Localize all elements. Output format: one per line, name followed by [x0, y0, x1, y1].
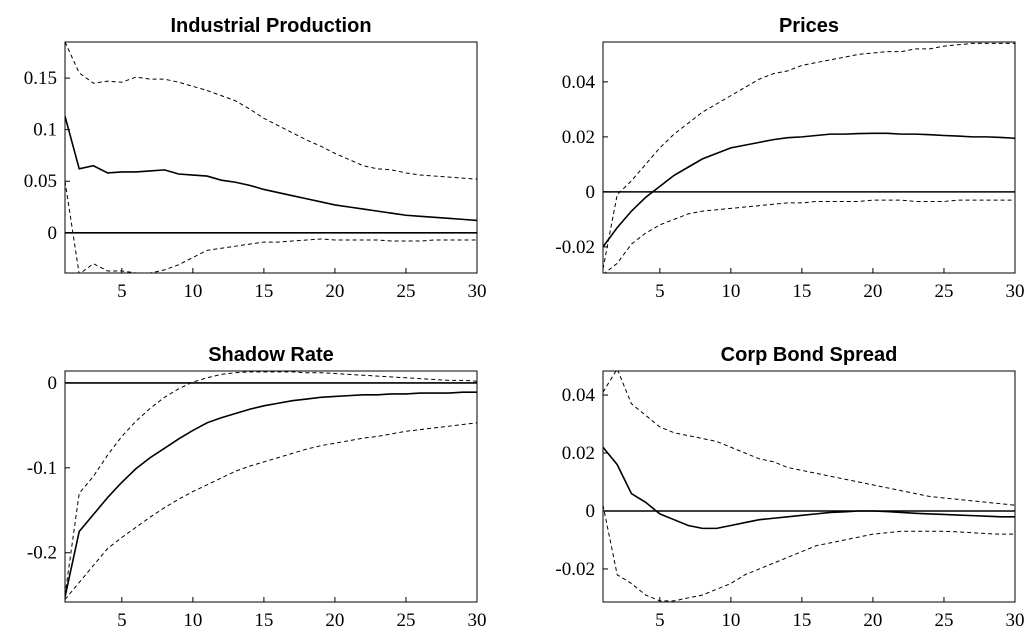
x-tick-label: 15 [254, 281, 273, 302]
x-tick-label: 25 [934, 281, 953, 302]
x-tick-label: 5 [655, 610, 665, 631]
y-tick-label: 0.15 [24, 68, 57, 89]
x-tick-label: 10 [721, 610, 740, 631]
y-tick-label: -0.02 [555, 559, 595, 580]
y-tick-label: 0 [48, 373, 58, 394]
panel: Prices -0.02 0 0.02 0.04 5 10 15 20 25 30 [555, 15, 1024, 302]
plot-area [65, 42, 477, 273]
plot-area [65, 371, 477, 600]
response-line [603, 132, 1015, 248]
band-line [65, 42, 477, 180]
chart-title: Prices [779, 15, 839, 37]
band-line [65, 371, 477, 596]
response-line [603, 446, 1015, 530]
chart-title: Shadow Rate [208, 344, 334, 366]
y-tick-label: 0.02 [562, 443, 595, 464]
y-tick-label: 0 [586, 182, 596, 203]
x-tick-label: 30 [1006, 281, 1025, 302]
response-line [65, 116, 477, 222]
x-tick-label: 10 [183, 610, 202, 631]
y-tick-label: 0.02 [562, 127, 595, 148]
y-tick-label: 0 [48, 223, 58, 244]
x-tick-label: 25 [934, 610, 953, 631]
band-line [603, 505, 1015, 602]
y-tick-label: -0.1 [27, 458, 57, 479]
x-tick-label: 20 [325, 610, 344, 631]
x-tick-label: 30 [468, 610, 487, 631]
x-tick-label: 30 [1006, 610, 1025, 631]
y-tick-label: 0.04 [562, 385, 596, 406]
panel: Industrial Production 0 0.05 0.1 0.15 5 10 15 20… [24, 15, 487, 302]
x-tick-label: 15 [254, 610, 273, 631]
plot-area [603, 42, 1015, 273]
y-tick-label: -0.2 [27, 543, 57, 564]
x-tick-label: 5 [117, 610, 127, 631]
x-tick-label: 15 [792, 610, 811, 631]
x-tick-label: 15 [792, 281, 811, 302]
axes-frame [602, 370, 1016, 603]
y-tick-label: 0.1 [33, 120, 57, 141]
x-tick-label: 20 [325, 281, 344, 302]
band-line [603, 42, 1015, 269]
chart-title: Industrial Production [170, 15, 371, 37]
axes-frame [602, 41, 1016, 274]
y-tick-label: 0.04 [562, 72, 596, 93]
band-line [603, 199, 1015, 273]
band-line [603, 371, 1015, 506]
x-tick-label: 10 [183, 281, 202, 302]
y-tick-label: 0.05 [24, 171, 57, 192]
panel: Corp Bond Spread -0.02 0 0.02 0.04 5 10 15 20 25 3… [555, 344, 1024, 631]
panel: Shadow Rate -0.2 -0.1 0 5 10 15 20 25 30 [27, 344, 487, 631]
x-tick-label: 25 [396, 610, 415, 631]
y-tick-label: 0 [586, 501, 596, 522]
y-tick-label: -0.02 [555, 237, 595, 258]
x-tick-label: 25 [396, 281, 415, 302]
response-line [65, 391, 477, 598]
x-tick-label: 10 [721, 281, 740, 302]
chart-title: Corp Bond Spread [721, 344, 898, 366]
x-tick-label: 20 [863, 610, 882, 631]
x-tick-label: 20 [863, 281, 882, 302]
x-tick-label: 5 [117, 281, 127, 302]
axes-frame [64, 41, 478, 274]
x-tick-label: 5 [655, 281, 665, 302]
band-line [65, 181, 477, 273]
band-line [65, 422, 477, 600]
x-tick-label: 30 [468, 281, 487, 302]
axes-frame [64, 370, 478, 603]
plot-area [603, 371, 1015, 602]
